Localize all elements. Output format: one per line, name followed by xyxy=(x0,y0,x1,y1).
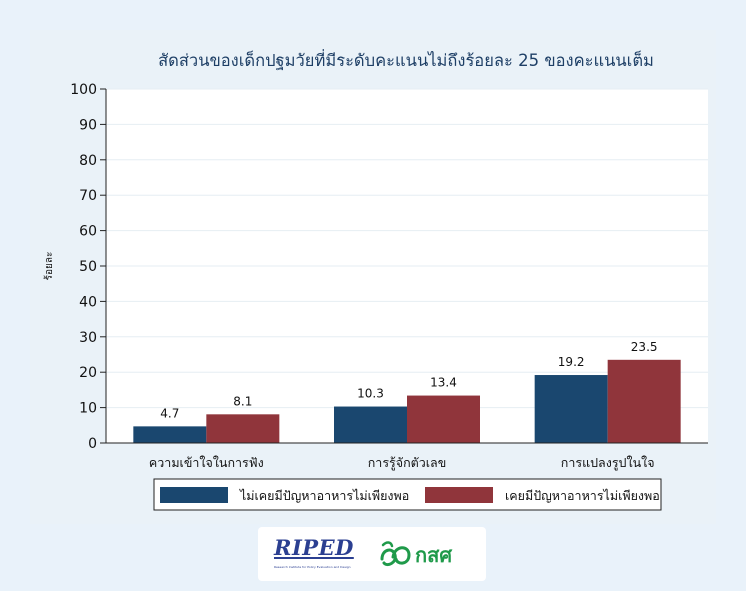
bar-ever-2 xyxy=(607,359,681,443)
x-category-label: การรู้จักตัวเลข xyxy=(368,455,447,471)
y-tick-label: 20 xyxy=(79,365,97,381)
x-category-label: การแปลงรูปในใจ xyxy=(561,455,655,471)
y-tick-label: 30 xyxy=(79,330,97,346)
bar-never-1 xyxy=(334,406,407,443)
legend-swatch xyxy=(425,487,493,503)
bar-never-0 xyxy=(133,426,207,443)
data-label: 8.1 xyxy=(233,394,252,408)
riped-logo-subtitle: Research Institute for Policy Evaluation… xyxy=(274,565,351,569)
riped-logo: RIPED xyxy=(274,535,354,560)
data-label: 23.5 xyxy=(631,340,658,354)
bar-never-2 xyxy=(534,375,608,443)
y-tick-label: 100 xyxy=(70,82,97,98)
bar-chart: สัดส่วนของเด็กปฐมวัยที่มีระดับคะแนนไม่ถึ… xyxy=(43,49,708,511)
chart-panel: สัดส่วนของเด็กปฐมวัยที่มีระดับคะแนนไม่ถึ… xyxy=(30,30,716,524)
y-tick-label: 90 xyxy=(79,117,97,133)
x-category-label: ความเข้าใจในการฟัง xyxy=(149,455,264,470)
y-tick-label: 80 xyxy=(79,153,97,169)
data-label: 13.4 xyxy=(430,376,457,390)
legend-label: เคยมีปัญหาอาหารไม่เพียงพอ xyxy=(505,488,660,503)
kss-logo: กสศ xyxy=(415,543,453,567)
kss-leaf-icon xyxy=(380,541,411,567)
y-tick-label: 0 xyxy=(88,436,97,452)
legend-swatch xyxy=(160,487,228,503)
y-tick-label: 10 xyxy=(79,401,97,417)
y-tick-label: 50 xyxy=(79,259,97,275)
logo-panel: RIPED Research Institute for Policy Eval… xyxy=(258,527,486,581)
chart-title: สัดส่วนของเด็กปฐมวัยที่มีระดับคะแนนไม่ถึ… xyxy=(158,49,654,70)
legend-label: ไม่เคยมีปัญหาอาหารไม่เพียงพอ xyxy=(239,488,409,503)
bar-ever-0 xyxy=(206,414,280,443)
bar-ever-1 xyxy=(407,395,480,443)
y-tick-label: 40 xyxy=(79,294,97,310)
y-tick-label: 60 xyxy=(79,224,97,240)
y-tick-label: 70 xyxy=(79,188,97,204)
data-label: 4.7 xyxy=(160,406,179,420)
y-axis-title: ร้อยละ xyxy=(43,252,55,281)
data-label: 19.2 xyxy=(558,355,585,369)
data-label: 10.3 xyxy=(357,387,384,401)
legend-box xyxy=(153,478,662,511)
